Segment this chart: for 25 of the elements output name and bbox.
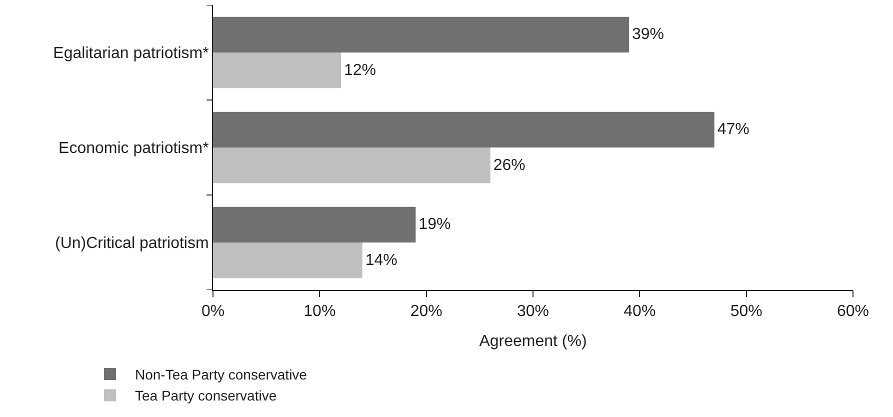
x-tick-label: 50% — [730, 303, 762, 320]
bar — [213, 242, 362, 278]
bar — [213, 112, 714, 148]
x-tick-label: 60% — [836, 303, 870, 320]
data-label: 39% — [632, 26, 664, 44]
legend-label: Tea Party conservative — [135, 388, 277, 404]
y-tick-label: Economic patriotism* — [58, 140, 209, 158]
bar — [213, 16, 629, 52]
bar — [213, 148, 490, 184]
y-tick-label: Egalitarian patriotism* — [53, 45, 209, 62]
x-tick-label: 40% — [624, 303, 656, 320]
legend-label: Non-Tea Party conservative — [135, 366, 308, 382]
data-label: 12% — [344, 62, 376, 79]
bar — [213, 52, 341, 88]
bar — [213, 206, 416, 242]
data-label: 26% — [493, 156, 526, 174]
x-tick-label: 10% — [304, 303, 336, 320]
y-tick-label: (Un)Critical patriotism — [55, 235, 209, 252]
data-label: 19% — [418, 216, 451, 234]
data-label: 47% — [717, 121, 750, 138]
x-axis-title: Agreement (%) — [479, 332, 587, 350]
x-tick-label: 20% — [410, 303, 442, 320]
x-tick-label: 0% — [201, 303, 225, 320]
data-label: 14% — [365, 252, 398, 269]
x-tick-label: 30% — [516, 303, 550, 320]
